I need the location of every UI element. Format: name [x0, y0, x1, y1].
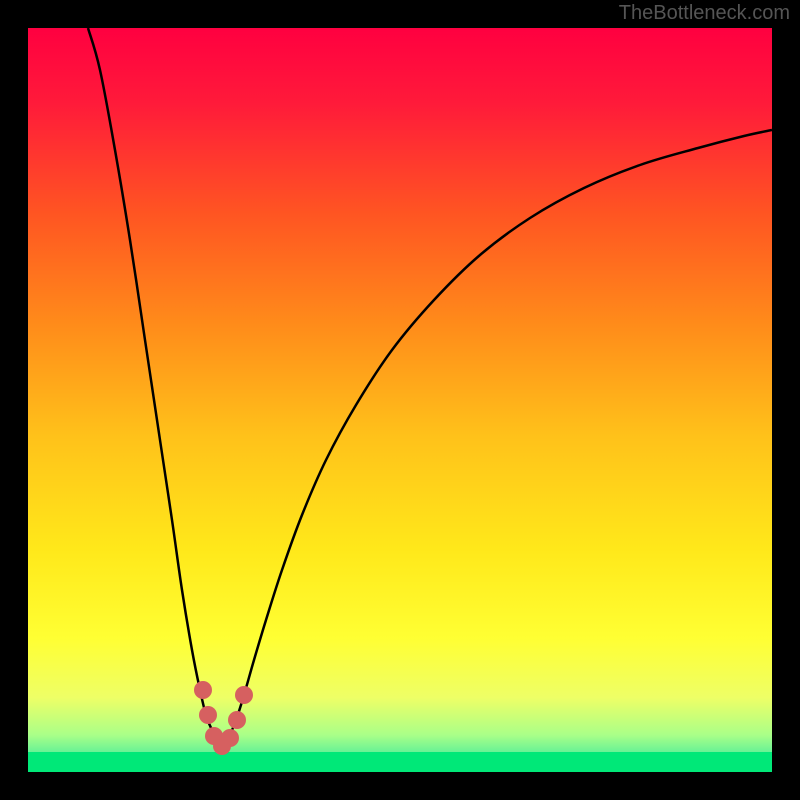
watermark-text: TheBottleneck.com [619, 2, 790, 25]
curve-marker [199, 706, 217, 724]
curve-marker [194, 681, 212, 699]
chart-container: TheBottleneck.com [0, 0, 800, 800]
chart-background [28, 28, 772, 772]
curve-marker [221, 729, 239, 747]
bottleneck-chart [0, 0, 800, 800]
curve-marker [228, 711, 246, 729]
curve-marker [235, 686, 253, 704]
chart-green-band [28, 752, 772, 772]
